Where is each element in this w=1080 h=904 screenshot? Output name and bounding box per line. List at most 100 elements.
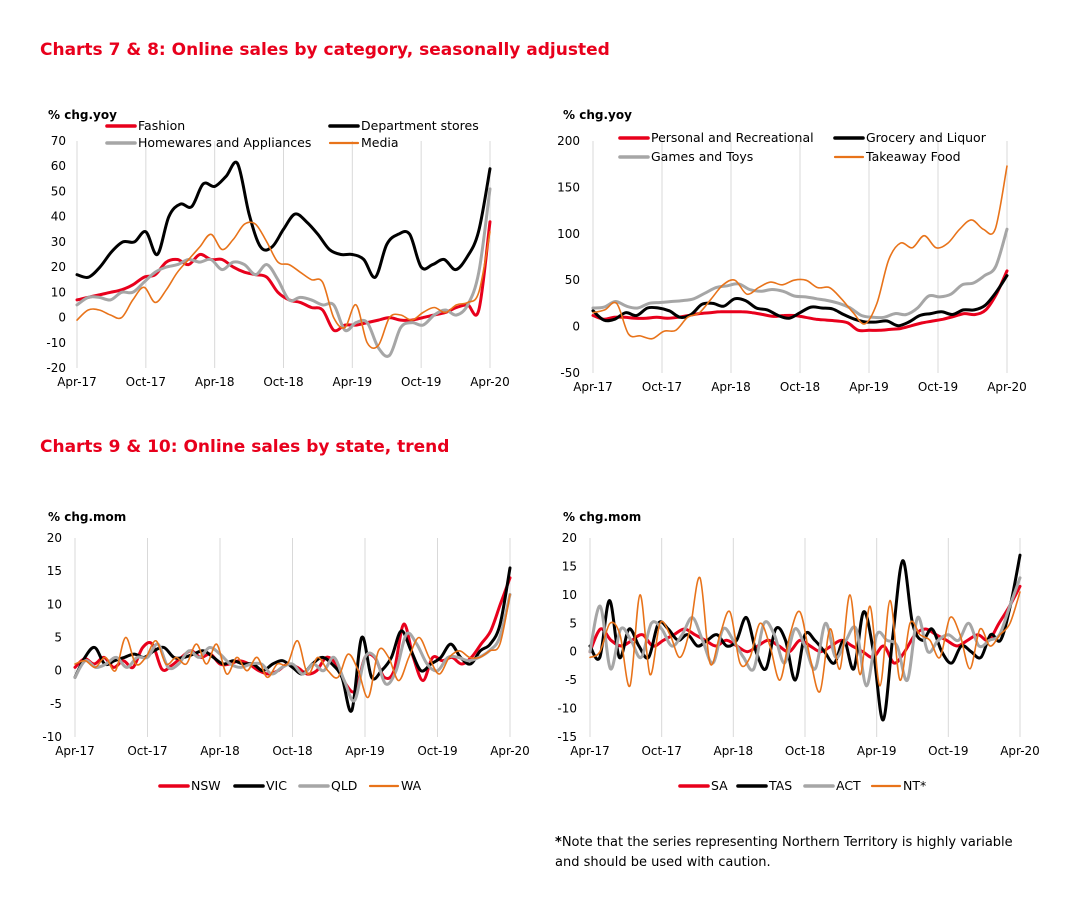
series-line-qld xyxy=(73,592,512,703)
chart-online-sales-state-right: Apr-17 Oct-17 Apr-18 Oct-18 Apr-19 Oct-19 Apr-… xyxy=(557,510,1040,793)
series-line-games-and-toys xyxy=(591,227,1009,320)
series-line-grocery-and-liquor xyxy=(591,274,1009,328)
y-tick-label: 15 xyxy=(47,564,62,578)
y-tick-label: 20 xyxy=(51,260,66,274)
x-tick-label: Apr-20 xyxy=(987,380,1027,394)
x-tick-label: Oct-17 xyxy=(127,744,167,758)
y-tick-label: -5 xyxy=(50,697,62,711)
series-line-sa xyxy=(588,584,1022,665)
series-line-wa xyxy=(74,593,511,699)
x-tick-label: Apr-20 xyxy=(1000,744,1040,758)
section-title-charts-7-8: Charts 7 & 8: Online sales by category, … xyxy=(40,40,610,60)
x-tick-label: Oct-19 xyxy=(401,375,441,389)
legend-label-tas: TAS xyxy=(768,778,792,793)
legend-label-fashion: Fashion xyxy=(138,118,185,133)
y-tick-label: 100 xyxy=(557,227,580,241)
legend-label-vic: VIC xyxy=(266,778,287,793)
x-tick-label: Oct-19 xyxy=(918,380,958,394)
y-axis-label: % chg.yoy xyxy=(48,108,117,122)
y-tick-label: 10 xyxy=(51,285,66,299)
y-tick-label: 10 xyxy=(562,588,577,602)
y-tick-label: 0 xyxy=(58,311,66,325)
y-tick-label: 0 xyxy=(54,664,62,678)
y-tick-label: -5 xyxy=(565,673,577,687)
y-tick-label: 20 xyxy=(47,531,62,545)
legend-label-sa: SA xyxy=(711,778,728,793)
legend-label-qld: QLD xyxy=(331,778,357,793)
y-tick-label: -50 xyxy=(560,366,580,380)
legend-label-personal-and-recreational: Personal and Recreational xyxy=(651,130,814,145)
series-line-department-stores xyxy=(75,160,492,279)
footnote: *Note that the series representing North… xyxy=(555,833,1025,873)
y-tick-label: 50 xyxy=(51,184,66,198)
x-tick-label: Oct-18 xyxy=(785,744,825,758)
x-tick-label: Oct-18 xyxy=(263,375,303,389)
x-tick-label: Apr-17 xyxy=(570,744,610,758)
y-axis-label: % chg.mom xyxy=(563,510,641,524)
y-tick-label: -10 xyxy=(42,730,62,744)
legend-label-wa: WA xyxy=(401,778,422,793)
y-axis-label: % chg.mom xyxy=(48,510,126,524)
legend-label-department-stores: Department stores xyxy=(361,118,479,133)
series-line-media xyxy=(76,221,491,349)
chart-online-sales-category-right: Apr-17 Oct-17 Apr-18 Oct-18 Apr-19 Oct-19 Apr-… xyxy=(557,108,1027,394)
x-tick-label: Apr-18 xyxy=(200,744,240,758)
x-tick-label: Apr-19 xyxy=(857,744,897,758)
x-tick-label: Apr-17 xyxy=(573,380,613,394)
x-tick-label: Apr-18 xyxy=(711,380,751,394)
series-line-personal-and-recreational xyxy=(591,269,1009,333)
series-line-act xyxy=(588,576,1022,688)
series-line-tas xyxy=(588,553,1022,722)
y-tick-label: 15 xyxy=(562,559,577,573)
y-tick-label: 60 xyxy=(51,159,66,173)
y-tick-label: -10 xyxy=(46,336,66,350)
x-tick-label: Apr-19 xyxy=(849,380,889,394)
x-tick-label: Apr-20 xyxy=(490,744,530,758)
legend-label-takeaway-food: Takeaway Food xyxy=(865,149,961,164)
chart-online-sales-state-left: Apr-17 Oct-17 Apr-18 Oct-18 Apr-19 Oct-19 Apr-… xyxy=(42,510,530,793)
x-tick-label: Apr-17 xyxy=(55,744,95,758)
x-tick-label: Apr-20 xyxy=(470,375,510,389)
legend-label-games-and-toys: Games and Toys xyxy=(651,149,753,164)
x-tick-label: Oct-17 xyxy=(642,380,682,394)
y-tick-label: -10 xyxy=(557,702,577,716)
y-tick-label: 150 xyxy=(557,180,580,194)
series-line-takeaway-food xyxy=(592,165,1008,340)
footnote-text: Note that the series representing Northe… xyxy=(555,835,1013,870)
chart-online-sales-category-left: Apr-17 Oct-17 Apr-18 Oct-18 Apr-19 Oct-19 Apr-… xyxy=(46,108,510,389)
y-tick-label: 40 xyxy=(51,210,66,224)
x-tick-label: Oct-17 xyxy=(126,375,166,389)
y-tick-label: 20 xyxy=(562,531,577,545)
y-tick-label: -15 xyxy=(557,730,577,744)
y-tick-label: 5 xyxy=(54,631,62,645)
y-tick-label: 10 xyxy=(47,597,62,611)
y-tick-label: 30 xyxy=(51,235,66,249)
x-tick-label: Apr-19 xyxy=(345,744,385,758)
legend-label-nt: NT* xyxy=(903,778,926,793)
section-title-charts-9-10: Charts 9 & 10: Online sales by state, tr… xyxy=(40,437,450,457)
footnote-star: * xyxy=(555,835,562,850)
y-tick-label: 0 xyxy=(569,645,577,659)
x-tick-label: Apr-18 xyxy=(714,744,754,758)
series-line-fashion xyxy=(75,220,492,333)
x-tick-label: Apr-19 xyxy=(333,375,373,389)
x-tick-label: Oct-18 xyxy=(780,380,820,394)
series-line-nt xyxy=(589,576,1021,693)
y-tick-label: 5 xyxy=(569,616,577,630)
y-tick-label: 0 xyxy=(572,320,580,334)
y-tick-label: 200 xyxy=(557,134,580,148)
legend-label-media: Media xyxy=(361,135,399,150)
x-tick-label: Apr-17 xyxy=(57,375,97,389)
x-tick-label: Oct-19 xyxy=(928,744,968,758)
x-tick-label: Oct-19 xyxy=(417,744,457,758)
legend-label-homewares-and-appliances: Homewares and Appliances xyxy=(138,135,311,150)
legend-label-grocery-and-liquor: Grocery and Liquor xyxy=(866,130,987,145)
legend-label-nsw: NSW xyxy=(191,778,221,793)
x-tick-label: Oct-18 xyxy=(272,744,312,758)
y-tick-label: -20 xyxy=(46,361,66,375)
legend-label-act: ACT xyxy=(836,778,861,793)
y-axis-label: % chg.yoy xyxy=(563,108,632,122)
y-tick-label: 50 xyxy=(565,273,580,287)
x-tick-label: Oct-17 xyxy=(641,744,681,758)
series-line-homewares-and-appliances xyxy=(75,187,492,358)
